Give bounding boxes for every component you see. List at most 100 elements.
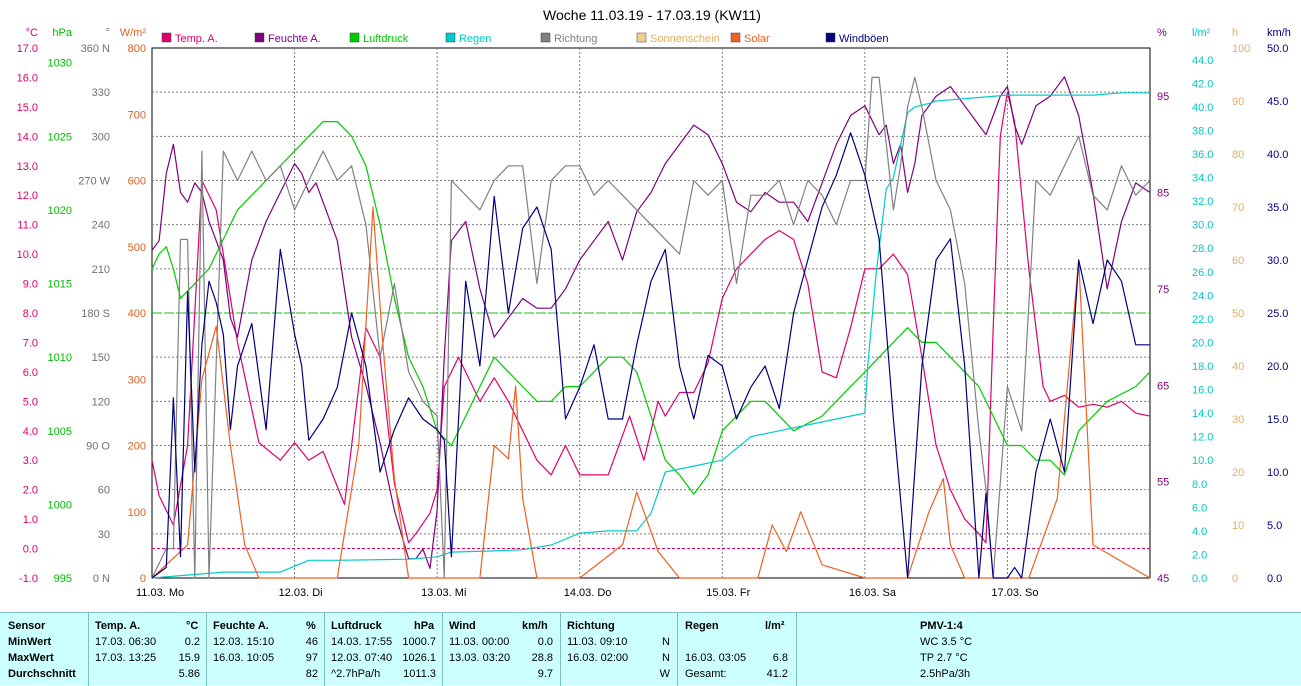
chart-title: Woche 11.03.19 - 17.03.19 (KW11) <box>543 7 761 23</box>
rain-tick-label: 38.0 <box>1192 125 1213 137</box>
regen-total-value: 41.2 <box>766 668 788 680</box>
solar-tick-label: 300 <box>128 374 146 386</box>
sunshine-tick-label: 10 <box>1232 520 1244 532</box>
humidity-tick-label: 55 <box>1157 477 1169 489</box>
wind-tick-label: 0.0 <box>1267 573 1282 585</box>
temp-tick-label: 6.0 <box>23 367 38 379</box>
sunshine-tick-label: 70 <box>1232 202 1244 214</box>
wind-tick-label: 50.0 <box>1267 43 1288 55</box>
regen-max-value: 6.8 <box>772 652 788 664</box>
sunshine-tick-label: 60 <box>1232 255 1244 267</box>
axis-labels: °C -1.0 0.0 1.0 2.0 3.0 4.0 5.0 6.0 7.0 8.0 9.0 10.0… <box>17 27 1291 585</box>
rain-unit-label: l/m² <box>1192 27 1211 39</box>
druck-max-value: 1026.1 <box>402 652 436 664</box>
temp-tick-label: 15.0 <box>17 102 38 114</box>
x-tick-label: 12.03. Di <box>279 587 323 599</box>
series-temp-a- <box>151 91 1151 544</box>
rain-tick-label: 18.0 <box>1192 361 1213 373</box>
header-regen: Regen <box>685 620 719 632</box>
pressure-tick-label: 1030 <box>48 58 72 70</box>
rain-tick-label: 42.0 <box>1192 78 1213 90</box>
rain-tick-label: 8.0 <box>1192 479 1207 491</box>
legend-label: Solar <box>744 33 770 45</box>
direction-tick-label: 150 <box>92 352 110 364</box>
header-regen-unit: l/m² <box>765 620 785 632</box>
rain-tick-label: 12.0 <box>1192 432 1213 444</box>
legend-label: Regen <box>459 33 491 45</box>
pressure-tick-label: 995 <box>54 573 72 585</box>
solar-tick-label: 500 <box>128 242 146 254</box>
wind-tick-label: 20.0 <box>1267 361 1288 373</box>
header-feuchte: Feuchte A. <box>213 620 269 632</box>
humidity-tick-label: 65 <box>1157 380 1169 392</box>
feuchte-min-time: 12.03. 15:10 <box>213 636 275 648</box>
wind-tick-label: 35.0 <box>1267 202 1288 214</box>
temp-tick-label: 10.0 <box>17 249 38 261</box>
feuchte-min-value: 46 <box>305 636 318 648</box>
richt-avg-value: W <box>659 668 670 680</box>
wind-min-time: 11.03. 00:00 <box>449 636 510 648</box>
rain-tick-label: 10.0 <box>1192 455 1213 467</box>
direction-tick-label: 180 S <box>81 308 110 320</box>
direction-axis: ° 0 N 30 60 90 O 120 150 180 S 210 240 270 W 300 330… <box>78 27 110 585</box>
legend-swatch <box>730 32 741 43</box>
temp-avg-value: 5.86 <box>178 668 200 680</box>
series-windb-en <box>151 132 1150 579</box>
legend-label: Feuchte A. <box>268 33 321 45</box>
wind-tick-label: 5.0 <box>1267 520 1282 532</box>
x-tick-label: 17.03. So <box>991 587 1038 599</box>
humidity-tick-label: 85 <box>1157 188 1169 200</box>
wind-tick-label: 10.0 <box>1267 467 1288 479</box>
temp-max-value: 15.9 <box>178 652 200 664</box>
wind-tick-label: 45.0 <box>1267 96 1288 108</box>
temp-unit-label: °C <box>26 27 38 39</box>
rain-tick-label: 6.0 <box>1192 502 1207 514</box>
richt-min-value: N <box>662 636 670 648</box>
richt-max-time: 16.03. 02:00 <box>567 652 629 664</box>
legend-swatch <box>254 32 265 43</box>
wind-tick-label: 30.0 <box>1267 255 1288 267</box>
sunshine-tick-label: 40 <box>1232 361 1244 373</box>
regen-max-time: 16.03. 03:05 <box>685 652 747 664</box>
pressure-tick-label: 1005 <box>48 426 72 438</box>
temp-tick-label: 8.0 <box>23 308 38 320</box>
solar-tick-label: 0 <box>140 573 146 585</box>
grid <box>152 48 1150 578</box>
header-richtung: Richtung <box>567 620 615 632</box>
series-solar <box>151 206 1151 579</box>
temp-tick-label: 3.0 <box>23 455 38 467</box>
temp-tick-label: 14.0 <box>17 131 38 143</box>
sunshine-tick-label: 0 <box>1232 573 1238 585</box>
direction-tick-label: 0 N <box>93 573 110 585</box>
direction-tick-label: 330 <box>92 87 110 99</box>
direction-tick-label: 270 W <box>78 176 110 188</box>
direction-tick-label: 360 N <box>81 43 110 55</box>
rain-tick-label: 24.0 <box>1192 290 1213 302</box>
sunshine-tick-label: 90 <box>1232 96 1244 108</box>
rain-tick-label: 28.0 <box>1192 243 1213 255</box>
row-label: MaxWert <box>8 652 54 664</box>
sunshine-tick-label: 80 <box>1232 149 1244 161</box>
header-luftdruck: Luftdruck <box>331 620 382 632</box>
solar-tick-label: 400 <box>128 308 146 320</box>
solar-tick-label: 100 <box>128 507 146 519</box>
series-regen <box>151 92 1150 579</box>
temp-tick-label: 0.0 <box>23 544 38 556</box>
pressure-tick-label: 1000 <box>48 499 72 511</box>
header-luftdruck-unit: hPa <box>414 620 435 632</box>
druck-avg-value: 1011.3 <box>403 668 436 680</box>
legend-label: Windböen <box>839 33 889 45</box>
humidity-tick-label: 75 <box>1157 284 1169 296</box>
rain-tick-label: 14.0 <box>1192 408 1213 420</box>
pressure-unit-label: hPa <box>52 27 72 39</box>
pressure-tick-label: 1015 <box>48 279 72 291</box>
header-temp-unit: °C <box>186 620 199 632</box>
wind-unit-label: km/h <box>1267 27 1291 39</box>
rain-tick-label: 20.0 <box>1192 337 1213 349</box>
legend-swatch <box>825 32 836 43</box>
x-tick-label: 14.03. Do <box>564 587 612 599</box>
header-wind-unit: km/h <box>522 620 548 632</box>
wind-tick-label: 40.0 <box>1267 149 1288 161</box>
temp-tick-label: 9.0 <box>23 279 38 291</box>
richt-max-value: N <box>662 652 670 664</box>
